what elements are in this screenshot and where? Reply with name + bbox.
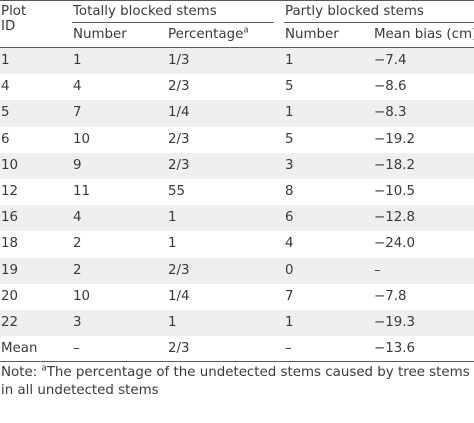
- cell-plot: 22: [1, 315, 19, 330]
- cell-tb-percentage: 2/3: [168, 79, 190, 95]
- table-row: 19 2 2/3 0 –: [0, 257, 474, 284]
- cell-plot: 5: [1, 105, 10, 121]
- cell-pb-mean-bias: −12.8: [374, 210, 416, 226]
- table-note: Note: aThe percentage of the undetected …: [1, 364, 471, 400]
- table-row: 18 2 1 4 −24.0: [0, 231, 474, 257]
- cell-pb-mean-bias: −19.2: [374, 131, 416, 147]
- header-rule: [0, 47, 474, 48]
- cell-tb-percentage: 55: [168, 184, 186, 199]
- cell-pb-number: –: [285, 341, 292, 357]
- cell-pb-number: 1: [285, 315, 294, 330]
- header-col-percentage-footnote: a: [243, 25, 249, 36]
- header-col-mean-bias: Mean bias (cm): [374, 27, 474, 42]
- header-col-number-2: Number: [285, 27, 339, 42]
- cell-plot: 10: [1, 157, 19, 173]
- cell-pb-number: 1: [285, 105, 294, 121]
- cell-plot: 16: [1, 210, 19, 226]
- header-group-totally: Totally blocked stems: [73, 4, 217, 19]
- header-col-percentage-label: Percentage: [168, 27, 244, 42]
- note-footnote-marker: a: [41, 363, 47, 374]
- cell-tb-number: –: [73, 341, 80, 357]
- cell-pb-mean-bias: −13.6: [374, 341, 416, 357]
- table-row: 4 4 2/3 5 −8.6: [0, 74, 474, 100]
- cell-plot: 1: [1, 53, 10, 68]
- cell-pb-mean-bias: −7.8: [374, 288, 407, 304]
- table-row: 10 9 2/3 3 −18.2: [0, 152, 474, 179]
- table-row: 1 1 1/3 1 −7.4: [0, 48, 474, 75]
- table-row: 16 4 1 6 −12.8: [0, 205, 474, 232]
- cell-pb-number: 6: [285, 210, 294, 226]
- cell-pb-number: 5: [285, 79, 294, 95]
- table-row: 20 10 1/4 7 −7.8: [0, 284, 474, 310]
- cell-pb-mean-bias: −7.4: [374, 53, 407, 68]
- cell-tb-percentage: 1/4: [168, 288, 190, 304]
- cell-tb-percentage: 1: [168, 210, 177, 226]
- cell-pb-number: 3: [285, 157, 294, 173]
- cell-tb-percentage: 2/3: [168, 131, 190, 147]
- table-row: Mean – 2/3 – −13.6: [0, 336, 474, 362]
- cell-tb-number: 2: [73, 236, 82, 252]
- header-group-partly: Partly blocked stems: [285, 4, 424, 19]
- table-row: 6 10 2/3 5 −19.2: [0, 127, 474, 153]
- cell-tb-number: 4: [73, 79, 82, 95]
- cell-pb-number: 5: [285, 131, 294, 147]
- cell-tb-number: 3: [73, 315, 82, 330]
- cell-tb-number: 7: [73, 105, 82, 121]
- cell-plot: 19: [1, 262, 19, 278]
- cell-pb-number: 4: [285, 236, 294, 252]
- cell-tb-number: 1: [73, 53, 82, 68]
- cell-plot: 20: [1, 288, 19, 304]
- cell-pb-mean-bias: −8.6: [374, 79, 407, 95]
- cell-pb-mean-bias: −19.3: [374, 315, 416, 330]
- header-col-number-1: Number: [73, 27, 127, 42]
- cell-plot: 6: [1, 131, 10, 147]
- group-rule-totally: [72, 22, 274, 23]
- header-plot-id-line1: Plot: [1, 4, 27, 19]
- header-plot-id-line2: ID: [1, 19, 16, 34]
- cell-pb-number: 7: [285, 288, 294, 304]
- cell-tb-percentage: 1: [168, 315, 177, 330]
- note-prefix: Note:: [1, 365, 42, 380]
- cell-pb-mean-bias: −24.0: [374, 236, 416, 252]
- cell-pb-number: 1: [285, 53, 294, 68]
- cell-tb-percentage: 2/3: [168, 341, 190, 357]
- cell-pb-mean-bias: −8.3: [374, 105, 407, 121]
- cell-tb-percentage: 1/3: [168, 53, 190, 68]
- cell-pb-mean-bias: −18.2: [374, 157, 416, 173]
- table-row: 12 11 55 8 −10.5: [0, 179, 474, 205]
- group-rule-partly: [284, 22, 474, 23]
- cell-plot: 4: [1, 79, 10, 95]
- cell-tb-number: 2: [73, 262, 82, 278]
- cell-pb-mean-bias: –: [374, 262, 381, 278]
- cell-pb-number: 0: [285, 262, 294, 278]
- bottom-rule: [0, 361, 474, 362]
- cell-tb-number: 11: [73, 184, 91, 199]
- cell-tb-percentage: 1/4: [168, 105, 190, 121]
- cell-pb-mean-bias: −10.5: [374, 184, 416, 199]
- note-text: The percentage of the undetected stems c…: [1, 365, 470, 398]
- cell-pb-number: 8: [285, 184, 294, 199]
- cell-tb-percentage: 1: [168, 236, 177, 252]
- table-row: 5 7 1/4 1 −8.3: [0, 100, 474, 127]
- cell-plot: 18: [1, 236, 19, 252]
- cell-tb-number: 10: [73, 288, 91, 304]
- cell-tb-number: 4: [73, 210, 82, 226]
- table-row: 22 3 1 1 −19.3: [0, 310, 474, 337]
- cell-plot: 12: [1, 184, 19, 199]
- cell-tb-number: 9: [73, 157, 82, 173]
- cell-plot: Mean: [1, 341, 38, 357]
- cell-tb-percentage: 2/3: [168, 157, 190, 173]
- cell-tb-number: 10: [73, 131, 91, 147]
- header-col-percentage: Percentagea: [168, 25, 249, 43]
- top-rule: [0, 0, 474, 1]
- cell-tb-percentage: 2/3: [168, 262, 190, 278]
